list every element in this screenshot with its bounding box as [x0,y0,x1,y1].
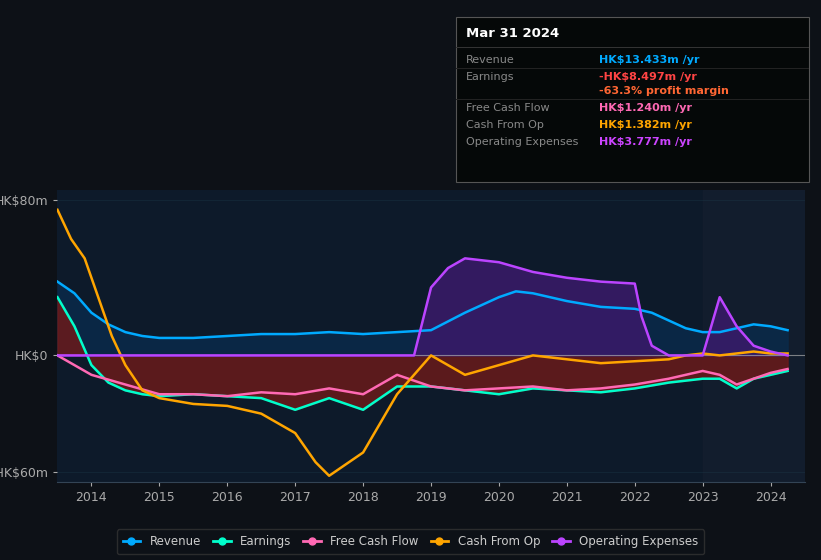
Text: Free Cash Flow: Free Cash Flow [466,103,549,113]
Text: Mar 31 2024: Mar 31 2024 [466,27,559,40]
Text: HK$1.382m /yr: HK$1.382m /yr [599,120,692,130]
Text: Cash From Op: Cash From Op [466,120,544,130]
Text: Operating Expenses: Operating Expenses [466,137,578,147]
Text: -HK$8.497m /yr: -HK$8.497m /yr [599,72,697,82]
Text: HK$13.433m /yr: HK$13.433m /yr [599,55,699,66]
Legend: Revenue, Earnings, Free Cash Flow, Cash From Op, Operating Expenses: Revenue, Earnings, Free Cash Flow, Cash … [117,529,704,554]
Text: HK$1.240m /yr: HK$1.240m /yr [599,103,692,113]
Text: Revenue: Revenue [466,55,514,66]
Text: Earnings: Earnings [466,72,514,82]
Text: -63.3% profit margin: -63.3% profit margin [599,86,729,96]
Bar [703,190,805,482]
Text: HK$3.777m /yr: HK$3.777m /yr [599,137,692,147]
